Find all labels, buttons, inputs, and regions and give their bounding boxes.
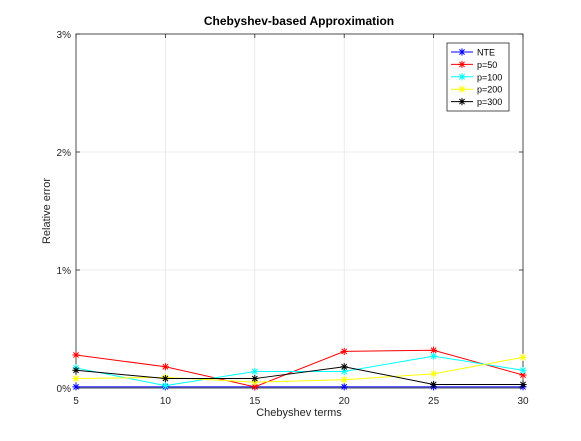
data-point-marker bbox=[340, 363, 348, 371]
legend-label: p=200 bbox=[477, 85, 502, 95]
data-point-marker bbox=[340, 367, 348, 376]
legend-item: NTE bbox=[451, 48, 495, 58]
legend-label: p=100 bbox=[477, 72, 502, 82]
x-tick-label: 10 bbox=[160, 396, 172, 407]
series-layer bbox=[72, 346, 527, 391]
legend-item: p=100 bbox=[451, 72, 502, 82]
data-point-marker bbox=[161, 374, 169, 383]
series-p=300 bbox=[72, 363, 527, 389]
series-p=50 bbox=[72, 346, 527, 391]
data-point-marker bbox=[72, 383, 80, 391]
y-axis-label: Relative error bbox=[41, 178, 53, 244]
x-tick-label: 5 bbox=[73, 396, 79, 407]
x-tick-label: 25 bbox=[428, 396, 440, 407]
tick-layer: 5 10 15 20 25 30 0% 1% 2% 3% bbox=[57, 30, 529, 407]
data-point-marker bbox=[72, 366, 80, 374]
data-point-marker bbox=[430, 352, 438, 360]
data-point-marker bbox=[340, 383, 348, 391]
legend-item: p=300 bbox=[451, 97, 502, 107]
legend-item: p=50 bbox=[451, 60, 497, 70]
legend: NTE p=50 p=100 p=200 p=300 bbox=[446, 42, 510, 112]
data-point-marker bbox=[251, 374, 259, 383]
legend-marker bbox=[458, 73, 466, 81]
data-point-marker bbox=[72, 351, 80, 359]
legend-marker bbox=[458, 60, 466, 68]
plot-area-frame bbox=[75, 33, 524, 389]
legend-marker bbox=[458, 98, 466, 106]
data-point-marker bbox=[430, 370, 438, 378]
y-tick-label: 2% bbox=[57, 148, 72, 159]
data-point-marker bbox=[161, 382, 169, 390]
series-line bbox=[75, 355, 524, 387]
data-point-marker bbox=[251, 367, 259, 376]
data-point-marker bbox=[519, 353, 527, 361]
series-line bbox=[75, 349, 524, 388]
legend-item: p=200 bbox=[451, 85, 502, 95]
x-tick-label: 20 bbox=[339, 396, 351, 407]
data-point-marker bbox=[161, 363, 169, 371]
legend-marker bbox=[458, 48, 466, 56]
data-point-marker bbox=[519, 366, 527, 374]
data-point-marker bbox=[430, 380, 438, 389]
legend-label: p=50 bbox=[477, 60, 497, 70]
data-point-marker bbox=[430, 346, 438, 354]
x-axis-label: Chebyshev terms bbox=[256, 407, 342, 419]
x-tick-label: 30 bbox=[517, 396, 529, 407]
y-tick-label: 1% bbox=[57, 266, 72, 277]
y-tick-label: 0% bbox=[57, 384, 72, 395]
legend-label: NTE bbox=[477, 48, 495, 58]
legend-marker bbox=[458, 85, 466, 93]
series-line bbox=[75, 366, 523, 385]
chart-title: Chebyshev-based Approximation bbox=[204, 14, 394, 28]
data-point-marker bbox=[519, 380, 527, 389]
data-point-marker bbox=[72, 374, 80, 383]
data-point-marker bbox=[340, 347, 348, 356]
series-p=100 bbox=[72, 352, 527, 390]
y-tick-label: 3% bbox=[57, 30, 72, 41]
x-tick-label: 15 bbox=[249, 396, 261, 407]
data-point-marker bbox=[340, 376, 348, 384]
legend-label: p=300 bbox=[477, 97, 502, 107]
